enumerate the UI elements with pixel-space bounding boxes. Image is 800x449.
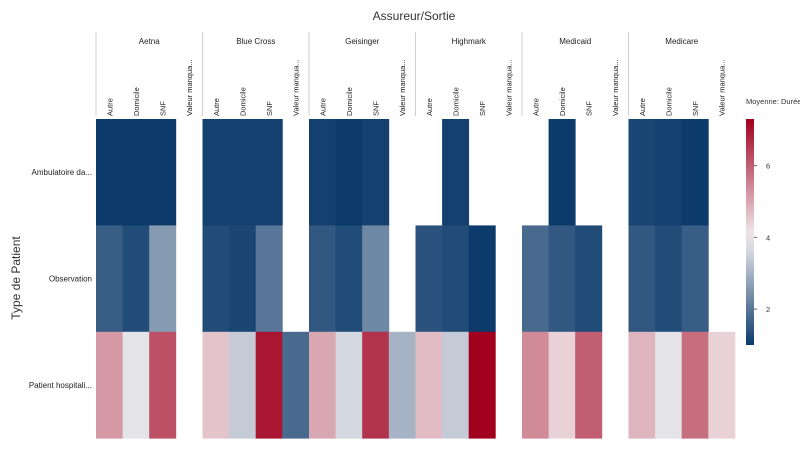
- heatmap-cell[interactable]: [548, 331, 576, 439]
- heatmap-cell[interactable]: [655, 331, 683, 439]
- column-label: Valeur manqua...: [292, 59, 301, 116]
- column-label: Autre: [318, 98, 327, 116]
- chart-title: Assureur/Sortie: [373, 9, 456, 23]
- legend-tick-label: 6: [766, 162, 770, 171]
- heatmap-cell[interactable]: [628, 331, 656, 439]
- heatmap-cell[interactable]: [362, 331, 390, 439]
- heatmap-cell[interactable]: [335, 225, 363, 333]
- heatmap-cell[interactable]: [415, 225, 443, 333]
- heatmap-cell[interactable]: [442, 331, 470, 439]
- heatmap-cell[interactable]: [335, 119, 363, 226]
- column-label: Domicile: [451, 87, 460, 116]
- column-label: Valeur manqua...: [398, 59, 407, 116]
- group-label: Highmark: [452, 37, 487, 46]
- legend-tick-label: 2: [766, 305, 770, 314]
- legend-color-bar: [746, 119, 754, 345]
- heatmap-cell[interactable]: [468, 331, 496, 439]
- group-label: Blue Cross: [236, 37, 275, 46]
- heatmap-cell[interactable]: [149, 119, 177, 226]
- row-label: Observation: [49, 275, 92, 284]
- heatmap-cell[interactable]: [96, 331, 123, 439]
- heatmap-cell[interactable]: [282, 331, 310, 439]
- heatmap-cell[interactable]: [362, 119, 390, 226]
- heatmap-cell[interactable]: [655, 225, 683, 333]
- heatmap-cell[interactable]: [202, 331, 230, 439]
- heatmap-cell[interactable]: [229, 331, 257, 439]
- heatmap-cell[interactable]: [122, 331, 150, 439]
- column-label: SNF: [478, 101, 487, 116]
- heatmap-cell[interactable]: [415, 331, 443, 439]
- heatmap-cell[interactable]: [96, 119, 123, 226]
- heatmap-cell[interactable]: [202, 225, 230, 333]
- heatmap-cell[interactable]: [229, 119, 257, 226]
- column-label: SNF: [585, 101, 594, 116]
- heatmap-cell[interactable]: [655, 119, 683, 226]
- heatmap-cell[interactable]: [548, 225, 576, 333]
- row-label: Patient hospitali...: [29, 381, 92, 390]
- heatmap-cell[interactable]: [309, 119, 336, 226]
- heatmap-cell[interactable]: [442, 225, 470, 333]
- heatmap-cell[interactable]: [628, 225, 656, 333]
- column-label: Autre: [105, 98, 114, 116]
- heatmap-cell[interactable]: [628, 119, 656, 226]
- legend-tick-label: 4: [766, 233, 770, 242]
- heatmap-cell[interactable]: [681, 119, 709, 226]
- heatmap-cell[interactable]: [522, 225, 549, 333]
- heatmap-cell[interactable]: [468, 225, 496, 333]
- column-label: SNF: [691, 101, 700, 116]
- group-label: Aetna: [139, 37, 160, 46]
- heatmap-cell[interactable]: [681, 331, 709, 439]
- heatmap-cell[interactable]: [362, 225, 390, 333]
- legend-title: Moyenne: Durée du séjo...: [746, 97, 800, 106]
- heatmap-cell[interactable]: [548, 119, 576, 226]
- heatmap-cell[interactable]: [309, 225, 336, 333]
- column-label: Autre: [638, 98, 647, 116]
- heatmap-cell[interactable]: [255, 119, 283, 226]
- column-label: Domicile: [238, 87, 247, 116]
- heatmap-cell[interactable]: [681, 225, 709, 333]
- heatmap-cell[interactable]: [442, 119, 470, 226]
- heatmap-cell[interactable]: [149, 331, 177, 439]
- heatmap-cell[interactable]: [202, 119, 230, 226]
- column-label: Valeur manqua...: [718, 59, 727, 116]
- column-label: Valeur manqua...: [611, 59, 620, 116]
- column-label: SNF: [159, 101, 168, 116]
- y-axis-label: Type de Patient: [9, 236, 23, 320]
- heatmap-cell[interactable]: [388, 331, 416, 439]
- column-label: Autre: [531, 98, 540, 116]
- column-label: SNF: [372, 101, 381, 116]
- group-label: Medicare: [665, 37, 698, 46]
- color-legend: Moyenne: Durée du séjo... 2 4 6: [746, 97, 800, 345]
- column-label: Valeur manqua...: [185, 59, 194, 116]
- column-label: Autre: [212, 98, 221, 116]
- heatmap-cell[interactable]: [229, 225, 257, 333]
- heatmap-cell[interactable]: [335, 331, 363, 439]
- row-label: Ambulatoire da...: [32, 168, 92, 177]
- heatmap-cell[interactable]: [96, 225, 123, 333]
- heatmap-cell[interactable]: [575, 331, 603, 439]
- column-label: Autre: [425, 98, 434, 116]
- column-label: Domicile: [558, 87, 567, 116]
- heatmap-cell[interactable]: [255, 331, 283, 439]
- heatmap-grid: Aetna Autre Domicile SNF Valeur manqua... Blu…: [29, 32, 736, 439]
- column-label: Valeur manqua...: [505, 59, 514, 116]
- group-label: Medicaid: [559, 37, 591, 46]
- heatmap-cell[interactable]: [255, 225, 283, 333]
- heatmap-cell[interactable]: [122, 225, 150, 333]
- heatmap-cell[interactable]: [522, 331, 549, 439]
- column-label: Domicile: [132, 87, 141, 116]
- heatmap-cell[interactable]: [708, 331, 736, 439]
- heatmap-cell[interactable]: [575, 225, 603, 333]
- heatmap-cell[interactable]: [309, 331, 336, 439]
- column-label: Domicile: [345, 87, 354, 116]
- column-label: Domicile: [664, 87, 673, 116]
- group-label: Geisinger: [345, 37, 380, 46]
- column-label: SNF: [265, 101, 274, 116]
- heatmap-cell[interactable]: [122, 119, 150, 226]
- heatmap-cell[interactable]: [149, 225, 177, 333]
